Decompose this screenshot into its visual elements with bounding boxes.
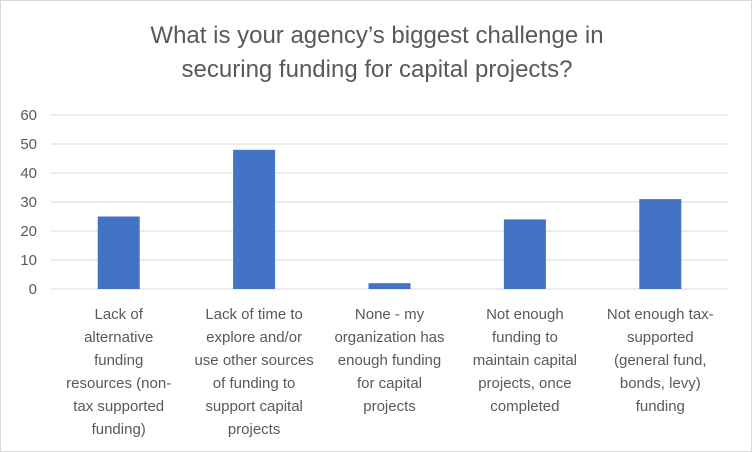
category-label-3-line-2: organization has (334, 329, 445, 346)
category-label-2: Lack of time to explore and/or use other s… (184, 303, 324, 441)
y-tick-label-50: 50 (20, 136, 37, 153)
category-label-5-line-5: funding (635, 398, 685, 415)
category-label-2-line-1: Lack of time to (205, 306, 303, 323)
y-tick-label-30: 30 (20, 194, 37, 211)
category-label-4-line-1: Not enough (486, 306, 564, 323)
bar-5 (639, 199, 682, 289)
category-label-5-line-2: supported (626, 329, 694, 346)
category-label-4: Not enough funding to maintain capital proj… (455, 303, 595, 418)
y-axis-tick-labels: 0 10 20 30 40 50 60 (20, 107, 37, 298)
category-label-4-line-3: maintain capital (472, 352, 577, 369)
category-label-1-line-4: resources (non- (66, 375, 172, 392)
category-label-4-line-4: projects, once (478, 375, 572, 392)
category-label-3-line-4: for capital (356, 375, 423, 392)
category-label-3-line-1: None - my (354, 306, 425, 323)
category-label-1-line-5: tax supported (73, 398, 165, 415)
bar-2 (233, 149, 276, 289)
chart-title-line-1: What is your agency’s biggest challenge … (150, 22, 604, 49)
category-label-4-line-5: completed (490, 398, 560, 415)
category-label-3: None - my organization has enough funding f… (320, 303, 460, 418)
category-label-3-line-5: projects (363, 398, 416, 415)
category-label-5-line-1: Not enough tax- (606, 306, 714, 323)
y-tick-label-20: 20 (20, 223, 37, 240)
category-label-3-line-3: enough funding (337, 352, 442, 369)
y-tick-label-40: 40 (20, 165, 37, 182)
category-label-5: Not enough tax-supported (general fund, bo… (590, 303, 730, 418)
bar-1 (97, 216, 140, 289)
bar-3 (368, 283, 411, 289)
gridlines (51, 114, 728, 290)
category-label-2-line-2: explore and/or (206, 329, 303, 346)
category-label-1: Lack of alternative funding resources (non-… (49, 303, 189, 441)
chart-title: What is your agency’s biggest challenge … (1, 19, 751, 87)
category-label-5-line-4: bonds, levy) (619, 375, 701, 392)
category-label-2-line-3: use other sources (194, 352, 314, 369)
category-label-2-line-6: projects (227, 421, 281, 438)
category-label-1-line-6: funding) (91, 421, 146, 438)
category-label-2-line-5: support capital (205, 398, 303, 415)
y-tick-label-60: 60 (20, 107, 37, 124)
category-label-2-line-4: of funding to (212, 375, 296, 392)
category-label-1-line-3: funding (94, 352, 144, 369)
chart-title-line-2: securing funding for capital projects? (181, 56, 573, 83)
category-label-1-line-1: Lack of (94, 306, 143, 323)
category-label-4-line-2: funding to (491, 329, 558, 346)
bar-4 (503, 219, 546, 289)
category-label-1-line-2: alternative (84, 329, 154, 346)
bars (97, 149, 682, 289)
y-tick-label-0: 0 (29, 281, 37, 298)
y-tick-label-10: 10 (20, 252, 37, 269)
category-label-5-line-3: (general fund, (614, 352, 707, 369)
